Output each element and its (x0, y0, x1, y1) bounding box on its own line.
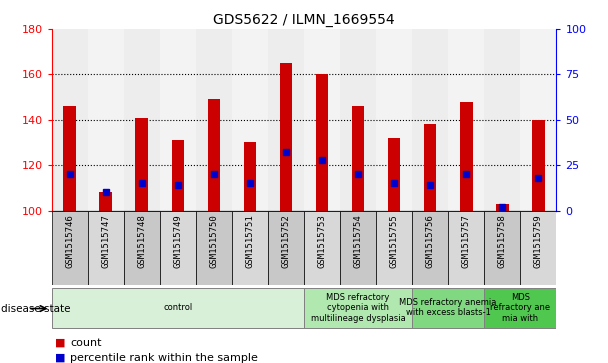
Text: ■: ■ (55, 352, 65, 363)
Bar (304, 211, 340, 285)
Bar (448, 29, 484, 211)
Bar (376, 211, 412, 285)
Bar (136, 118, 148, 211)
Text: GSM1515746: GSM1515746 (65, 214, 74, 268)
Text: control: control (163, 303, 193, 312)
Text: GSM1515751: GSM1515751 (246, 214, 254, 268)
Text: MDS refractory
cytopenia with
multilineage dysplasia: MDS refractory cytopenia with multilinea… (311, 293, 406, 323)
Bar (52, 287, 304, 328)
Text: GSM1515749: GSM1515749 (173, 214, 182, 268)
Bar (160, 211, 196, 285)
Bar (484, 211, 520, 285)
Text: GSM1515753: GSM1515753 (317, 214, 326, 268)
Bar (424, 124, 437, 211)
Text: GSM1515757: GSM1515757 (461, 214, 471, 268)
Text: GSM1515748: GSM1515748 (137, 214, 147, 268)
Bar (532, 120, 545, 211)
Bar (340, 29, 376, 211)
Bar (316, 74, 328, 211)
Bar (412, 29, 448, 211)
Bar (304, 29, 340, 211)
Bar (412, 287, 484, 328)
Text: MDS refractory anemia
with excess blasts-1: MDS refractory anemia with excess blasts… (399, 298, 497, 317)
Text: percentile rank within the sample: percentile rank within the sample (70, 352, 258, 363)
Bar (52, 29, 88, 211)
Text: disease state: disease state (1, 304, 70, 314)
Bar (232, 211, 268, 285)
Bar (340, 211, 376, 285)
Bar (196, 29, 232, 211)
Bar (520, 29, 556, 211)
Bar (124, 29, 160, 211)
Text: GSM1515758: GSM1515758 (498, 214, 506, 268)
Title: GDS5622 / ILMN_1669554: GDS5622 / ILMN_1669554 (213, 13, 395, 26)
Text: GSM1515754: GSM1515754 (354, 214, 362, 268)
Bar (268, 211, 304, 285)
Bar (376, 29, 412, 211)
Bar (484, 29, 520, 211)
Bar (160, 29, 196, 211)
Text: GSM1515750: GSM1515750 (209, 214, 218, 268)
Text: GSM1515759: GSM1515759 (534, 214, 543, 268)
Text: count: count (70, 338, 102, 348)
Bar (352, 106, 364, 211)
Bar (196, 211, 232, 285)
Bar (280, 63, 292, 211)
Bar (520, 211, 556, 285)
Bar (88, 29, 124, 211)
Bar (244, 142, 256, 211)
Bar (52, 211, 88, 285)
Text: GSM1515747: GSM1515747 (102, 214, 110, 268)
Text: GSM1515755: GSM1515755 (390, 214, 399, 268)
Bar (496, 204, 508, 211)
Bar (63, 106, 76, 211)
Bar (304, 287, 412, 328)
Bar (88, 211, 124, 285)
Bar (412, 211, 448, 285)
Bar (171, 140, 184, 211)
Bar (484, 287, 556, 328)
Text: ■: ■ (55, 338, 65, 348)
Bar (100, 192, 112, 211)
Bar (460, 102, 472, 211)
Text: GSM1515752: GSM1515752 (282, 214, 291, 268)
Bar (268, 29, 304, 211)
Bar (232, 29, 268, 211)
Text: GSM1515756: GSM1515756 (426, 214, 435, 268)
Bar (448, 211, 484, 285)
Bar (124, 211, 160, 285)
Text: MDS
refractory ane
mia with: MDS refractory ane mia with (490, 293, 550, 323)
Bar (207, 99, 220, 211)
Bar (388, 138, 401, 211)
